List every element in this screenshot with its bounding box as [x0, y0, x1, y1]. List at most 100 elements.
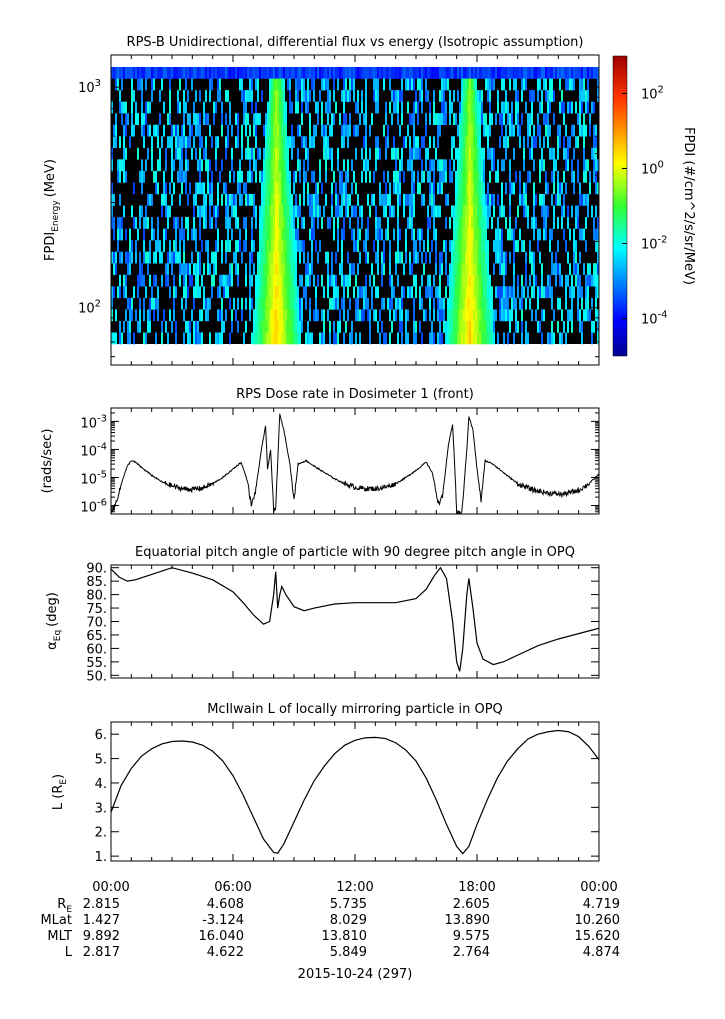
spectrogram-cell — [161, 136, 163, 149]
spectrogram-cell — [511, 228, 513, 241]
spectrogram-cell — [405, 228, 407, 241]
spectrogram-cell — [367, 251, 369, 264]
spectrogram-cell — [565, 286, 567, 299]
spectrogram-cell — [537, 124, 539, 137]
spectrogram-cell — [199, 332, 201, 345]
spectrogram-cell — [133, 182, 135, 195]
spectrogram-cell — [299, 193, 301, 206]
spectrogram-cell — [179, 78, 181, 91]
spectrogram-cell — [263, 124, 265, 137]
spectrogram-cell — [169, 309, 171, 322]
spectrogram-cell — [181, 217, 183, 229]
spectrogram-cell — [311, 136, 313, 149]
spectrogram-cell — [145, 78, 147, 91]
spectrogram-cell — [419, 286, 421, 299]
spectrogram-cell — [351, 159, 353, 172]
spectrogram-cell — [261, 286, 263, 299]
spectrogram-cell — [457, 147, 459, 160]
spectrogram-cell — [435, 228, 437, 241]
spectrogram-cell — [227, 193, 229, 206]
spectrogram-cell — [471, 101, 473, 114]
spectrogram-cell — [427, 274, 429, 287]
spectrogram-cell — [527, 67, 529, 79]
spectrogram-cell — [263, 170, 265, 183]
spectrogram-cell — [471, 332, 473, 345]
spectrogram-cell — [485, 274, 487, 287]
spectrogram-cell — [149, 101, 151, 114]
spectrogram-cell — [333, 67, 335, 79]
spectrogram-cell — [475, 170, 477, 183]
spectrogram-cell — [179, 101, 181, 114]
spectrogram-cell — [495, 228, 497, 241]
spectrogram-cell — [591, 332, 593, 345]
spectrogram-cell — [597, 217, 599, 229]
spectrogram-cell — [477, 205, 479, 218]
spectrogram-cell — [223, 274, 225, 287]
spectrogram-cell — [225, 205, 227, 218]
spectrogram-cell — [457, 124, 459, 137]
spectrogram-cell — [459, 286, 461, 299]
spectrogram-cell — [425, 309, 427, 322]
spectrogram-cell — [559, 67, 561, 79]
spectrogram-cell — [503, 297, 505, 310]
spectrogram-cell — [487, 320, 489, 333]
spectrogram-cell — [131, 67, 133, 79]
spectrogram-cell — [313, 90, 315, 102]
spectrogram-cell — [129, 309, 131, 322]
spectrogram-cell — [389, 240, 391, 252]
spectrogram-cell — [595, 136, 597, 149]
spectrogram-cell — [395, 309, 397, 322]
spectrogram-cell — [559, 136, 561, 149]
spectrogram-cell — [533, 67, 535, 79]
spectrogram-cell — [275, 147, 277, 160]
spectrogram-cell — [451, 263, 453, 276]
spectrogram-cell — [327, 217, 329, 229]
spectrogram-cell — [241, 78, 243, 91]
spectrogram-cell — [507, 113, 509, 126]
spectrogram-cell — [487, 240, 489, 252]
spectrogram-cell — [497, 217, 499, 229]
spectrogram-cell — [487, 309, 489, 322]
spectrogram-cell — [553, 332, 555, 345]
spectrogram-cell — [563, 101, 565, 114]
spectrogram-panel: RPS-B Unidirectional, differential flux … — [43, 35, 600, 366]
spectrogram-cell — [477, 182, 479, 195]
spectrogram-cell — [399, 124, 401, 137]
spectrogram-cell — [491, 297, 493, 310]
spectrogram-cell — [229, 297, 231, 310]
y-tick-label: 10-3 — [80, 413, 107, 431]
spectrogram-cell — [489, 90, 491, 102]
spectrogram-cell — [473, 182, 475, 195]
spectrogram-cell — [125, 113, 127, 126]
spectrogram-cell — [277, 113, 279, 126]
spectrogram-cell — [401, 332, 403, 345]
spectrogram-cell — [425, 251, 427, 264]
spectrogram-cell — [195, 240, 197, 252]
spectrogram-cell — [119, 193, 121, 206]
spectrogram-cell — [315, 205, 317, 218]
spectrogram-cell — [295, 297, 297, 310]
spectrogram-cell — [455, 297, 457, 310]
spectrogram-cell — [205, 136, 207, 149]
spectrogram-cell — [269, 240, 271, 252]
spectrogram-cell — [283, 170, 285, 183]
spectrogram-cell — [473, 228, 475, 241]
spectrogram-cell — [131, 124, 133, 137]
spectrogram-cell — [531, 217, 533, 229]
spectrogram-cell — [331, 274, 333, 287]
spectrogram-cell — [211, 193, 213, 206]
spectrogram-cell — [387, 124, 389, 137]
spectrogram-cell — [373, 90, 375, 102]
spectrogram-cell — [479, 309, 481, 322]
spectrogram-cell — [501, 78, 503, 91]
spectrogram-cell — [565, 182, 567, 195]
spectrogram-cell — [281, 332, 283, 345]
spectrogram-cell — [375, 67, 377, 79]
spectrogram-cell — [549, 90, 551, 102]
spectrogram-cell — [449, 90, 451, 102]
spectrogram-cell — [513, 263, 515, 276]
mcilwain-l-y-ticks: 1.2.3.4.5.6. — [95, 728, 599, 865]
spectrogram-cell — [459, 170, 461, 183]
spectrogram-cell — [313, 170, 315, 183]
